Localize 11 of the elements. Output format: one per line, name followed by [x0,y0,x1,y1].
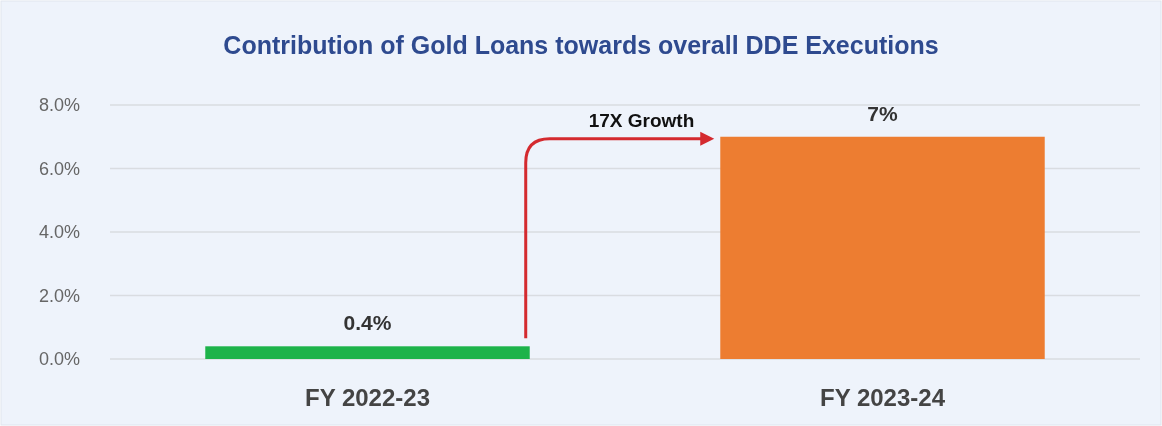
y-tick-label: 6.0% [38,158,80,179]
x-tick-label: FY 2023-24 [820,384,946,411]
y-tick-label: 4.0% [38,222,80,243]
chart-title: Contribution of Gold Loans towards overall DDE Executions [223,31,939,59]
y-tick-label: 8.0% [38,95,80,116]
annotation: 17X Growth [588,109,695,131]
data-label: 7% [867,101,898,125]
y-tick-label: 0.0% [38,349,80,370]
y-tick-label: 2.0% [38,285,80,306]
data-label: 0.4% [343,311,392,335]
x-tick-label: FY 2022-23 [305,384,430,411]
